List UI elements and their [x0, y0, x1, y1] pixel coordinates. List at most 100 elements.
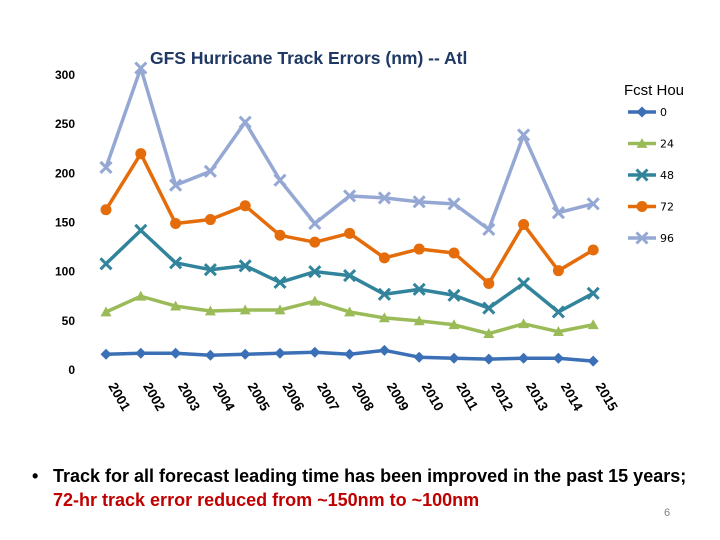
legend-marker: [636, 106, 648, 118]
legend-marker: [636, 138, 648, 148]
x-tick-label: 2014: [558, 380, 586, 414]
data-point-48: [134, 223, 148, 237]
x-tick-label: 2005: [245, 380, 273, 414]
data-point-24: [413, 315, 425, 326]
data-point-24: [344, 306, 356, 317]
data-point-24: [239, 304, 251, 315]
legend-label: 48: [660, 169, 674, 182]
data-point-48: [517, 276, 531, 291]
data-point-0: [274, 347, 286, 359]
data-point-24: [170, 300, 182, 311]
data-point-72: [413, 243, 425, 255]
chart-series: [99, 61, 600, 367]
y-tick-label: 0: [68, 363, 75, 377]
data-point-96: [482, 222, 496, 236]
data-point-96: [203, 164, 217, 178]
legend-item-72: 72: [628, 201, 674, 214]
data-point-48: [308, 265, 322, 279]
x-tick-label: 2011: [453, 380, 481, 413]
chart-legend: 0 24 48 72 96: [628, 106, 674, 245]
data-point-72: [170, 217, 182, 229]
x-tick-label: 2010: [419, 380, 447, 414]
bullet-point: • Track for all forecast leading time ha…: [32, 464, 692, 512]
data-point-0: [378, 344, 390, 356]
legend-label: 72: [660, 201, 674, 214]
data-point-72: [100, 204, 112, 216]
y-tick-label: 150: [55, 216, 75, 230]
x-tick-label: 2007: [314, 380, 342, 414]
data-point-96: [308, 216, 322, 231]
x-tick-label: 2013: [523, 380, 551, 414]
data-point-48: [482, 301, 496, 315]
legend-label: 24: [660, 138, 674, 151]
data-point-48: [99, 257, 113, 271]
y-tick-label: 100: [55, 265, 75, 279]
y-tick-label: 200: [55, 166, 75, 180]
data-point-48: [169, 256, 183, 270]
x-tick-label: 2003: [175, 380, 203, 414]
data-point-96: [377, 191, 391, 205]
data-point-72: [135, 148, 147, 160]
x-tick-label: 2004: [210, 380, 238, 414]
series-line-48: [104, 228, 595, 314]
legend-label: 96: [660, 232, 674, 245]
x-tick-label: 2001: [105, 380, 133, 414]
x-tick-label: 2008: [349, 380, 377, 414]
bullet-symbol: •: [32, 466, 39, 486]
y-tick-label: 300: [55, 68, 75, 82]
x-tick-label: 2002: [140, 380, 168, 414]
data-point-0: [170, 347, 182, 359]
data-point-0: [587, 355, 599, 367]
legend-item-0: 0: [628, 106, 667, 119]
x-tick-label: 2006: [279, 380, 307, 414]
data-point-96: [134, 61, 148, 75]
data-point-0: [239, 348, 251, 360]
legend-item-48: 48: [628, 168, 674, 182]
data-point-0: [100, 348, 112, 360]
series-line-96: [104, 66, 594, 232]
x-tick-label: 2009: [384, 380, 412, 414]
legend-label: 0: [660, 106, 667, 119]
data-point-72: [204, 214, 216, 226]
data-point-48: [551, 305, 565, 319]
data-point-72: [239, 200, 251, 212]
data-point-24: [309, 295, 321, 306]
data-point-0: [552, 352, 564, 364]
legend-marker: [636, 201, 648, 212]
legend-title: Fcst Hou: [624, 82, 685, 99]
data-point-24: [448, 319, 460, 330]
page-number: 6: [664, 507, 671, 519]
data-point-96: [169, 178, 183, 192]
series-48: [99, 223, 600, 319]
data-point-0: [309, 346, 321, 358]
data-point-24: [587, 319, 599, 330]
data-point-0: [413, 351, 425, 363]
data-point-48: [273, 275, 287, 290]
data-point-96: [447, 197, 461, 211]
data-point-72: [309, 236, 321, 248]
data-point-24: [483, 328, 495, 339]
data-point-72: [344, 227, 356, 239]
data-point-24: [100, 306, 112, 317]
legend-marker: [635, 168, 649, 182]
data-point-96: [273, 173, 287, 187]
data-point-48: [586, 286, 600, 300]
data-point-48: [343, 269, 357, 283]
data-point-96: [238, 115, 252, 129]
data-point-96: [517, 128, 531, 142]
data-point-72: [518, 218, 530, 230]
series-96: [99, 61, 600, 236]
data-point-48: [377, 287, 391, 301]
data-point-0: [135, 347, 147, 359]
data-point-0: [204, 349, 216, 361]
data-point-96: [551, 206, 565, 220]
data-point-72: [448, 247, 460, 259]
data-point-24: [135, 290, 147, 301]
y-tick-label: 250: [55, 117, 75, 131]
data-point-48: [238, 259, 252, 273]
data-point-48: [412, 282, 426, 296]
data-point-24: [518, 318, 530, 329]
data-point-48: [203, 263, 217, 277]
